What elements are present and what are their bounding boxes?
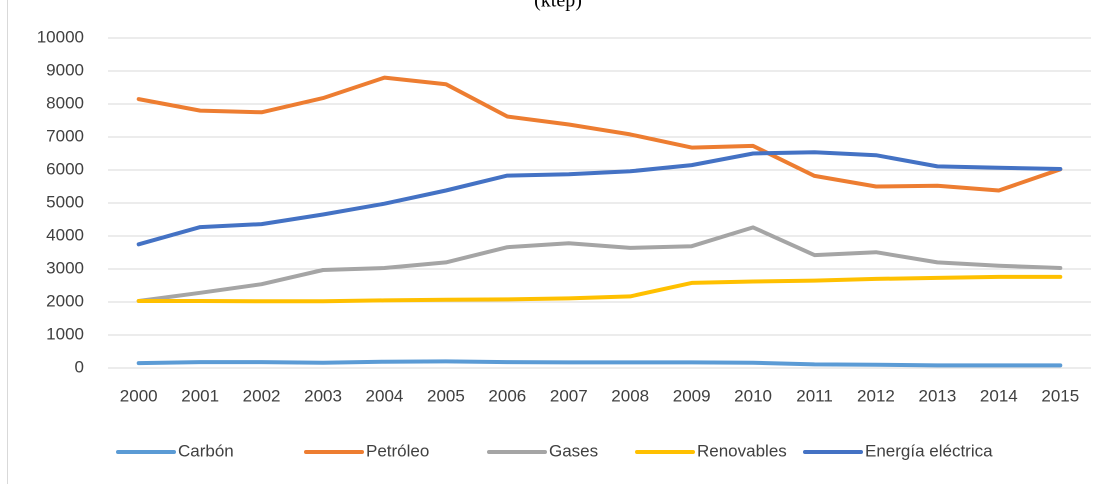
series-line (136, 75, 1063, 193)
x-tick-label: 2008 (611, 386, 649, 405)
y-tick-label: 1000 (46, 324, 84, 343)
y-tick-label: 6000 (46, 159, 84, 178)
x-tick-label: 2010 (734, 386, 772, 405)
legend-label: Renovables (697, 441, 787, 460)
legend-label: Energía eléctrica (865, 441, 993, 460)
x-tick-label: 2009 (673, 386, 711, 405)
x-tick-label: 2003 (304, 386, 342, 405)
legend-label: Petróleo (366, 441, 429, 460)
y-tick-label: 3000 (46, 258, 84, 277)
y-tick-label: 0 (75, 357, 84, 376)
chart-title: (ktep) (534, 0, 582, 12)
x-tick-label: 2011 (796, 386, 833, 405)
series-line (136, 359, 1063, 368)
x-tick-label: 2001 (181, 386, 219, 405)
series-line (136, 274, 1063, 304)
x-tick-label: 2014 (980, 386, 1018, 405)
x-tick-label: 2006 (488, 386, 526, 405)
y-tick-label: 4000 (46, 225, 84, 244)
y-tick-label: 2000 (46, 291, 84, 310)
x-tick-label: 2005 (427, 386, 465, 405)
x-tick-label: 2012 (857, 386, 895, 405)
series-line (136, 225, 1063, 303)
legend-label: Gases (549, 441, 598, 460)
x-tick-label: 2002 (243, 386, 281, 405)
x-tick-label: 2015 (1041, 386, 1079, 405)
y-tick-label: 10000 (37, 27, 84, 46)
x-tick-label: 2004 (366, 386, 404, 405)
x-tick-label: 2013 (918, 386, 956, 405)
x-tick-label: 2007 (550, 386, 588, 405)
legend-label: Carbón (178, 441, 234, 460)
y-tick-label: 8000 (46, 93, 84, 112)
y-tick-label: 7000 (46, 126, 84, 145)
chart-border (7, 0, 8, 484)
series-line (136, 150, 1063, 247)
y-tick-label: 5000 (46, 192, 84, 211)
y-tick-label: 9000 (46, 60, 84, 79)
x-tick-label: 2000 (120, 386, 158, 405)
